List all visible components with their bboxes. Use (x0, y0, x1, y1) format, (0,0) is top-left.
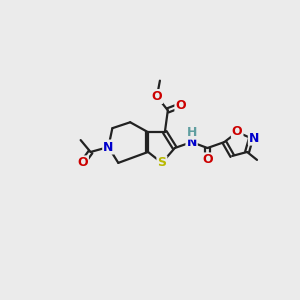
Text: N: N (103, 140, 114, 154)
Text: N: N (186, 136, 197, 148)
Text: O: O (202, 153, 213, 167)
Text: H: H (186, 126, 197, 139)
Text: O: O (77, 156, 88, 170)
Text: S: S (158, 156, 166, 170)
Text: O: O (152, 90, 162, 103)
Text: O: O (176, 99, 186, 112)
Text: N: N (249, 132, 259, 145)
Text: O: O (232, 125, 242, 138)
